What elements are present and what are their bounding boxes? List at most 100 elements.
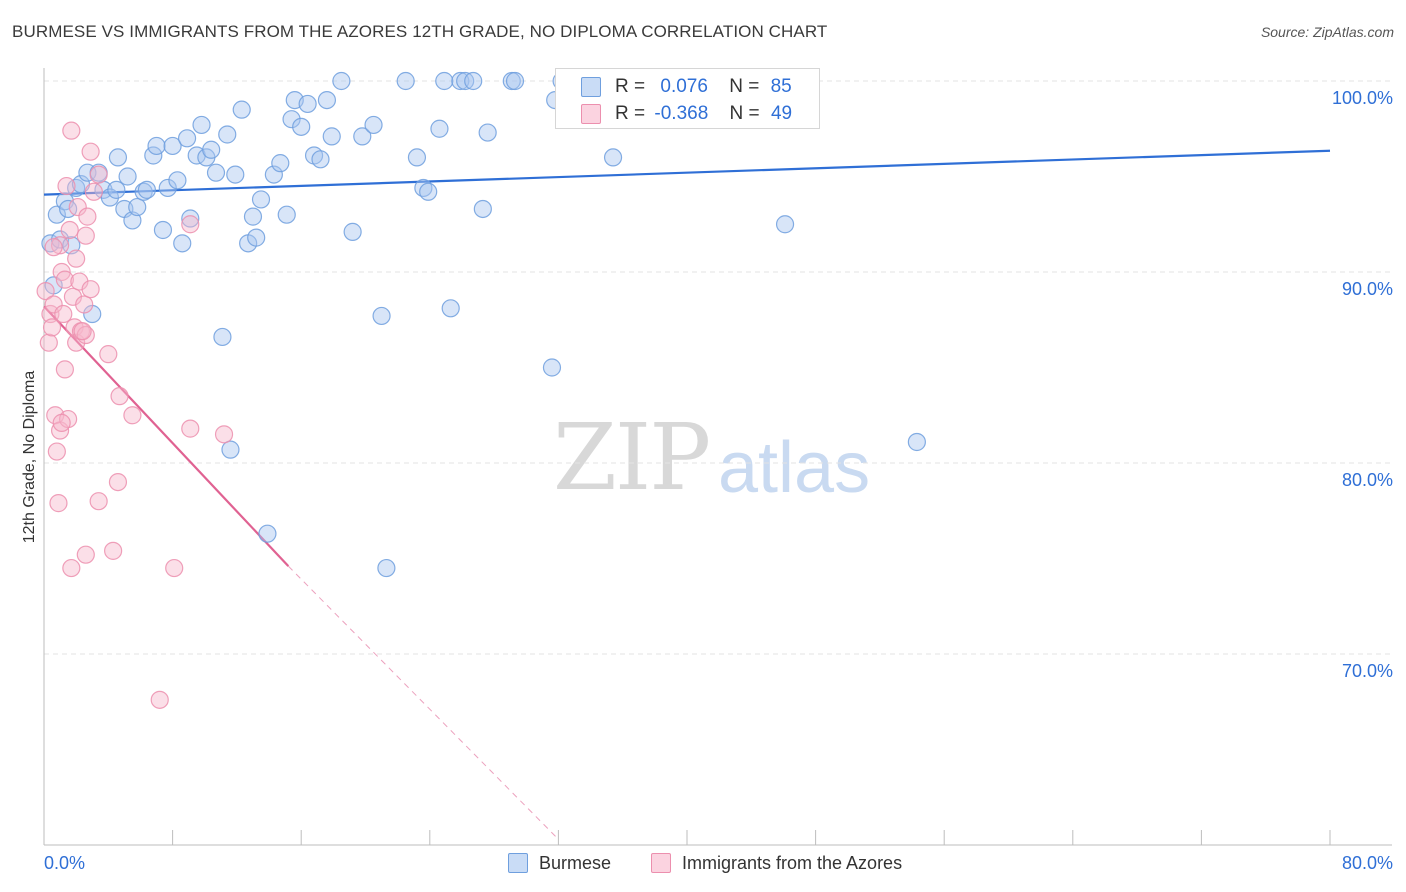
azores-point [36, 282, 55, 301]
burmese-point [451, 71, 470, 91]
azores-point [84, 182, 103, 201]
legend-swatch-azores [581, 104, 601, 124]
legend-swatch-burmese [581, 77, 601, 97]
burmese-point [137, 180, 156, 199]
burmese-point [218, 125, 237, 144]
series-legend: Burmese Immigrants from the Azores [0, 852, 1406, 876]
legend-r-label: R = [615, 103, 646, 124]
burmese-point [107, 180, 126, 199]
azores-point [181, 419, 200, 438]
azores-point [76, 226, 95, 245]
burmese-point [128, 197, 147, 217]
burmese-point [202, 140, 221, 159]
burmese-point [258, 524, 277, 543]
azores-point [165, 558, 184, 578]
watermark-atlas: atlas [718, 428, 871, 508]
burmese-point [603, 148, 623, 167]
azores-point [44, 238, 63, 257]
burmese-point [419, 182, 438, 201]
tick-labels: 70.0% 80.0% 90.0% 100.0% 0.0% 80.0% [44, 88, 1393, 873]
burmese-point [364, 115, 383, 135]
burmese-point [441, 299, 460, 318]
burmese-point [542, 358, 562, 377]
y-tick-label: 70.0% [1342, 661, 1393, 681]
chart-title: BURMESE VS IMMIGRANTS FROM THE AZORES 12… [12, 22, 828, 41]
azores-point [89, 492, 108, 511]
burmese-point [372, 306, 391, 326]
legend-row-burmese: R = 0.076 N = 85 [556, 73, 819, 101]
azores-point [181, 215, 200, 234]
burmese-point [108, 148, 128, 167]
burmese-point [473, 199, 492, 219]
source-label: Source: ZipAtlas.com [1260, 24, 1394, 40]
azores-point [44, 295, 63, 314]
x-tick-label-max: 80.0% [1342, 853, 1393, 873]
data-points [36, 71, 926, 709]
azores-point [67, 333, 86, 352]
azores-point [214, 425, 234, 444]
burmese-point [153, 220, 173, 240]
legend-n-label: N = [729, 103, 760, 124]
azores-trendline-extension [287, 565, 559, 840]
burmese-point [206, 163, 226, 182]
y-tick-label: 100.0% [1332, 88, 1393, 108]
burmese-point [264, 165, 283, 184]
burmese-point [464, 71, 483, 91]
azores-point [41, 304, 60, 324]
burmese-point [292, 117, 311, 136]
azores-point [62, 121, 81, 140]
burmese-point [118, 167, 137, 186]
azores-point [76, 545, 95, 564]
legend-row-azores: R = -0.368 N = 49 [556, 100, 819, 128]
azores-point [57, 176, 76, 196]
burmese-point [163, 136, 182, 156]
burmese-point [243, 207, 263, 226]
burmese-point [775, 215, 795, 234]
azores-point [104, 541, 123, 560]
legend-r-value-burmese: 0.076 [660, 76, 708, 97]
burmese-point [311, 150, 330, 169]
azores-point [150, 690, 169, 709]
azores-point [39, 333, 58, 352]
azores-point [81, 280, 100, 299]
burmese-point [271, 154, 290, 173]
burmese-point [173, 234, 192, 253]
burmese-point [322, 127, 341, 146]
legend-label-azores: Immigrants from the Azores [682, 853, 903, 873]
azores-point [81, 142, 100, 161]
burmese-point [435, 71, 454, 91]
burmese-point [100, 188, 120, 207]
azores-point [68, 197, 87, 217]
y-tick-label: 80.0% [1342, 470, 1393, 490]
azores-point [108, 473, 128, 492]
azores-point [110, 387, 129, 406]
burmese-point [168, 171, 187, 190]
burmese-point [181, 209, 200, 228]
burmese-point [396, 71, 415, 91]
burmese-point [123, 211, 142, 230]
azores-point [67, 249, 86, 268]
azores-point [75, 295, 94, 314]
burmese-point [377, 558, 396, 578]
azores-point [73, 322, 92, 341]
azores-point [50, 236, 70, 255]
burmese-point [192, 115, 211, 135]
azores-point [52, 413, 71, 432]
legend-n-value-burmese: 85 [770, 76, 792, 97]
burmese-point [282, 110, 301, 129]
azores-point [42, 318, 62, 337]
azores-point [55, 360, 74, 379]
burmese-point [407, 148, 427, 167]
burmese-point [50, 230, 70, 249]
azores-point [54, 304, 73, 324]
burmese-point [213, 327, 232, 347]
legend-swatch-burmese [508, 853, 528, 873]
burmese-point [317, 90, 337, 110]
legend-label-burmese: Burmese [539, 853, 612, 873]
azores-trendline [43, 305, 290, 567]
legend-r-label: R = [615, 76, 646, 97]
legend-n-label: N = [729, 76, 760, 97]
burmese-point [505, 71, 525, 91]
burmese-point [298, 94, 317, 114]
burmese-point [277, 205, 296, 224]
